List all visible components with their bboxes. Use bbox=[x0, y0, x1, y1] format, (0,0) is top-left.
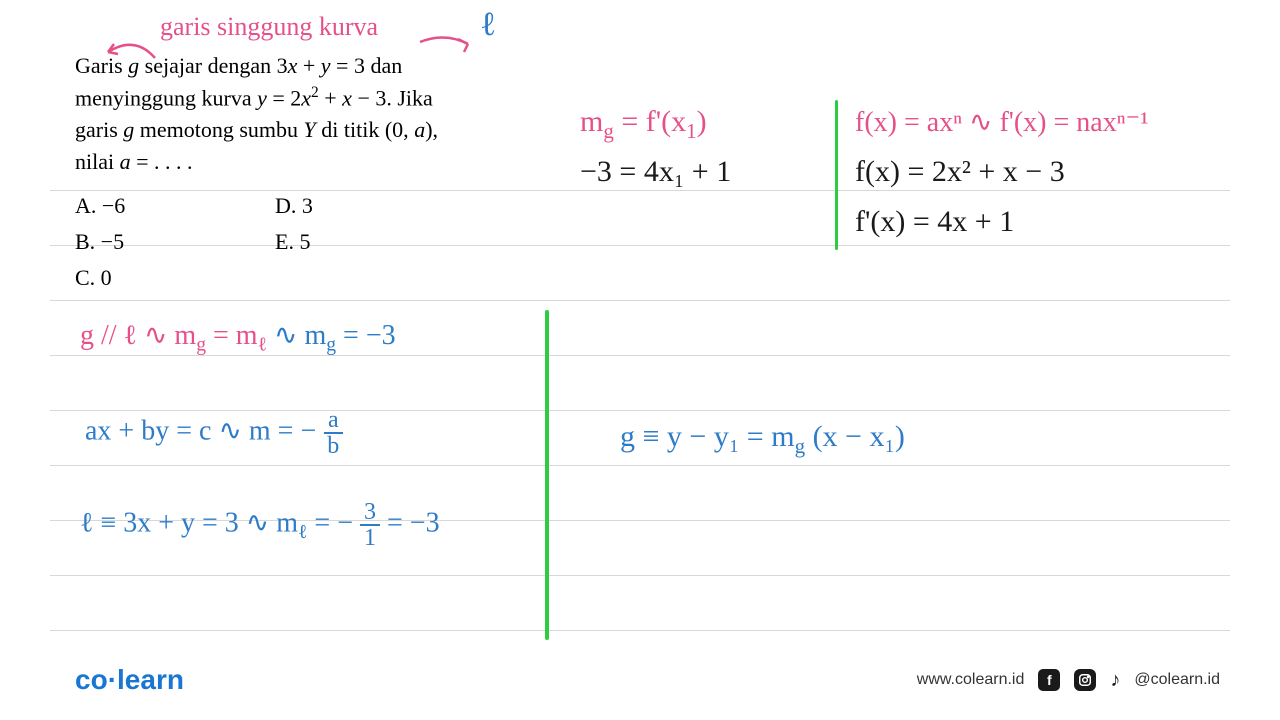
divider-main bbox=[545, 310, 549, 640]
question-line-2: menyinggung kurva y = 2x2 + x − 3. Jika bbox=[75, 82, 495, 114]
work-left-line3: ℓ ≡ 3x + y = 3 ∿ mℓ = − 31 = −3 bbox=[80, 500, 440, 550]
option-a: A. −6 bbox=[75, 188, 275, 224]
divider-mini bbox=[835, 100, 838, 250]
work-right-c3: f'(x) = 4x + 1 bbox=[855, 205, 1014, 239]
annotation-label: garis singgung kurva bbox=[160, 12, 378, 41]
work-left-line1: g // ℓ ∿ mg = mℓ ∿ mg = −3 bbox=[80, 318, 396, 357]
option-b: B. −5 bbox=[75, 224, 275, 260]
brand-logo: co·learn bbox=[75, 664, 184, 696]
facebook-icon: f bbox=[1038, 669, 1060, 691]
work-right-r2: −3 = 4x₁ + 1 bbox=[580, 155, 731, 189]
footer-url: www.colearn.id bbox=[917, 671, 1025, 689]
footer-right: www.colearn.id f ♪ @colearn.id bbox=[917, 669, 1220, 692]
option-e: E. 5 bbox=[275, 224, 475, 260]
whiteboard-page: garis singgung kurva ℓ Garis g sejajar d… bbox=[0, 0, 1280, 720]
work-left-line2: ax + by = c ∿ m = − ab bbox=[85, 408, 343, 458]
question-block: Garis g sejajar dengan 3x + y = 3 dan me… bbox=[75, 50, 495, 296]
question-line-1: Garis g sejajar dengan 3x + y = 3 dan bbox=[75, 50, 495, 82]
answer-options: A. −6 D. 3 B. −5 E. 5 C. 0 bbox=[75, 188, 495, 296]
question-line-4: nilai a = . . . . bbox=[75, 146, 495, 178]
work-right-mid: g ≡ y − y₁ = mg (x − x₁) bbox=[620, 420, 905, 459]
footer: co·learn www.colearn.id f ♪ @colearn.id bbox=[75, 664, 1220, 696]
option-c: C. 0 bbox=[75, 260, 275, 296]
question-line-3: garis g memotong sumbu Y di titik (0, a)… bbox=[75, 114, 495, 146]
option-d: D. 3 bbox=[275, 188, 475, 224]
footer-handle: @colearn.id bbox=[1134, 671, 1220, 689]
work-right-c1: f(x) = axⁿ ∿ f'(x) = naxⁿ⁻¹ bbox=[855, 105, 1149, 139]
work-right-r1: mg = f'(x1) bbox=[580, 105, 707, 144]
annotation-text: garis singgung kurva bbox=[160, 12, 378, 42]
annotation-ell: ℓ bbox=[480, 6, 496, 44]
instagram-icon bbox=[1074, 669, 1096, 691]
tiktok-icon: ♪ bbox=[1110, 669, 1120, 692]
work-right-c2: f(x) = 2x² + x − 3 bbox=[855, 155, 1065, 189]
